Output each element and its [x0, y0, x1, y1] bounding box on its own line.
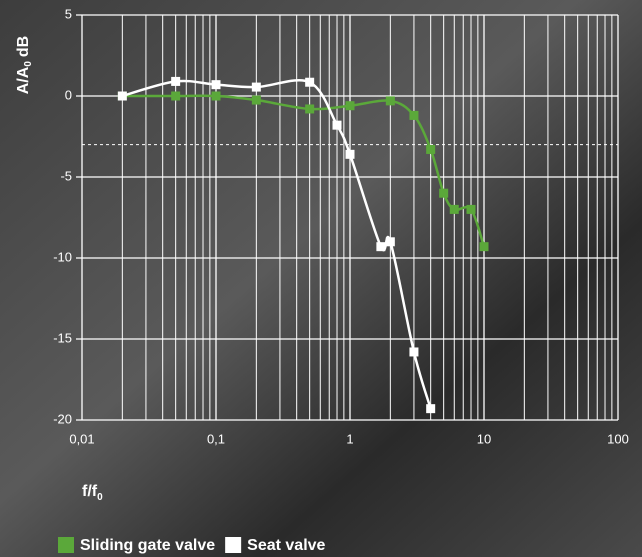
legend: Sliding gate valve Seat valve	[58, 537, 326, 554]
data-point	[409, 110, 419, 120]
x-tick-label: 1	[346, 431, 353, 446]
x-tick-label: 0,1	[207, 431, 225, 446]
data-point	[305, 77, 315, 87]
data-point	[345, 101, 355, 111]
data-point	[409, 347, 419, 357]
data-point	[171, 91, 181, 101]
data-point	[332, 120, 342, 130]
y-axis-label: A/A0dB	[15, 36, 33, 94]
x-axis-label: f/f0	[82, 483, 103, 502]
data-point	[305, 104, 315, 114]
data-point	[211, 91, 221, 101]
x-tick-label: 10	[477, 431, 491, 446]
y-tick-label: 0	[65, 87, 72, 102]
data-point	[117, 91, 127, 101]
x-tick-label: 100	[607, 431, 629, 446]
data-point	[345, 149, 355, 159]
data-point	[466, 204, 476, 214]
data-point	[449, 204, 459, 214]
data-point	[251, 95, 261, 105]
y-tick-label: 5	[65, 6, 72, 21]
y-tick-label: -15	[53, 330, 72, 345]
data-point	[479, 242, 489, 252]
data-point	[385, 96, 395, 106]
x-tick-label: 0,01	[69, 431, 94, 446]
legend-swatch	[58, 537, 74, 553]
data-point	[376, 242, 386, 252]
data-point	[385, 237, 395, 247]
data-point	[211, 80, 221, 90]
y-tick-label: -10	[53, 249, 72, 264]
data-point	[439, 188, 449, 198]
plot	[117, 76, 489, 414]
data-point	[251, 82, 261, 92]
data-point	[426, 144, 436, 154]
legend-label: Seat valve	[247, 537, 325, 554]
data-point	[426, 404, 436, 414]
legend-label: Sliding gate valve	[80, 537, 215, 554]
y-tick-label: -20	[53, 411, 72, 426]
series-line	[122, 79, 432, 410]
legend-swatch	[225, 537, 242, 553]
y-tick-label: -5	[60, 168, 72, 183]
data-point	[171, 76, 181, 86]
